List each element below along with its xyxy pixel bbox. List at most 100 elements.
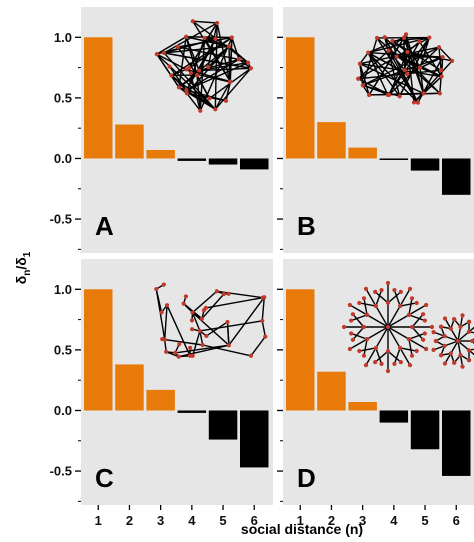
network-node: [407, 363, 413, 368]
network-node: [394, 54, 399, 59]
network-edge: [457, 340, 470, 351]
bar-4: [379, 158, 409, 160]
network-node: [188, 70, 194, 76]
bar-2: [317, 371, 346, 411]
network-node: [417, 39, 422, 44]
network-node: [397, 94, 402, 99]
network-node: [385, 300, 391, 305]
network-node: [226, 291, 231, 296]
network-node: [176, 354, 181, 359]
network-node: [203, 305, 208, 311]
network-edge: [367, 52, 408, 75]
network-node: [424, 302, 429, 308]
x-tick-label: 3: [157, 513, 164, 528]
network-node: [161, 50, 167, 56]
network-edge: [191, 312, 201, 332]
panel-label: B: [297, 211, 316, 241]
network-edge: [225, 81, 232, 101]
network-edge: [186, 89, 227, 102]
network-node: [409, 296, 415, 301]
network-node: [164, 303, 170, 308]
x-tick-label: 5: [421, 513, 428, 528]
network-node: [263, 334, 268, 339]
network-node: [167, 64, 172, 69]
x-tick-label: 4: [390, 513, 398, 528]
network-edge: [374, 291, 389, 304]
network-edge: [155, 288, 163, 313]
network-node: [161, 282, 166, 287]
network-node: [245, 60, 251, 65]
network-edge: [349, 304, 368, 316]
network-edge: [399, 347, 417, 352]
network-node: [406, 312, 412, 317]
network-node: [392, 361, 397, 366]
bar-3: [146, 149, 175, 159]
network-node: [361, 324, 366, 330]
network-node: [221, 291, 226, 297]
network-edge: [393, 289, 401, 307]
network-edge: [207, 45, 230, 68]
network-node: [422, 318, 427, 323]
network-node: [361, 353, 367, 358]
network-edge: [387, 291, 402, 304]
network-node: [197, 68, 202, 73]
network-edge: [261, 320, 266, 337]
network-node: [431, 347, 436, 352]
network-edge: [163, 52, 252, 69]
network-edge: [457, 340, 462, 356]
network-edge: [408, 314, 426, 322]
network-edge: [411, 313, 424, 328]
network-node: [466, 329, 472, 334]
network-edge: [196, 74, 211, 99]
network-edge: [362, 84, 390, 96]
bar-6: [240, 158, 269, 170]
network-node: [214, 289, 219, 294]
network-node: [410, 324, 415, 330]
network-edge: [376, 37, 441, 94]
network-edge: [417, 56, 444, 103]
network-node: [448, 326, 453, 331]
network-node: [438, 324, 444, 329]
network-edge: [389, 92, 440, 96]
network-node: [398, 303, 403, 309]
bar-5: [410, 158, 440, 171]
network-edge: [399, 347, 411, 366]
network-edge: [357, 36, 430, 80]
network-node: [466, 319, 472, 324]
x-tick-label: 3: [359, 513, 366, 528]
network-node: [414, 348, 419, 354]
network-edge: [177, 36, 232, 48]
network-edge: [185, 36, 200, 71]
network-node: [363, 286, 369, 291]
x-tick-label: 6: [453, 513, 460, 528]
network-edge: [199, 37, 206, 111]
network-edge: [444, 340, 459, 347]
network-edge: [411, 326, 424, 341]
network-edge: [201, 293, 225, 320]
network-edge: [387, 305, 401, 328]
bar-5: [208, 158, 238, 165]
network-node: [366, 50, 371, 55]
network-node: [374, 35, 380, 41]
network-node: [349, 318, 354, 323]
bar-4: [177, 158, 207, 161]
network-node: [398, 289, 403, 294]
network-edge: [405, 34, 425, 94]
network-edge: [169, 66, 187, 91]
network-edge: [419, 67, 442, 78]
network-edge: [228, 296, 265, 346]
network-node: [385, 368, 391, 374]
network-inset: [154, 19, 253, 113]
network-edge: [359, 63, 424, 95]
network-edge: [403, 37, 421, 69]
network-node: [422, 331, 427, 336]
network-edge: [367, 52, 389, 96]
network-edge: [406, 56, 443, 75]
network-node: [357, 348, 362, 354]
network-edge: [359, 52, 369, 65]
network-node: [164, 349, 169, 354]
network-edge: [376, 37, 419, 104]
network-node: [458, 352, 463, 358]
network-node: [439, 74, 444, 79]
network-edge: [231, 37, 240, 60]
